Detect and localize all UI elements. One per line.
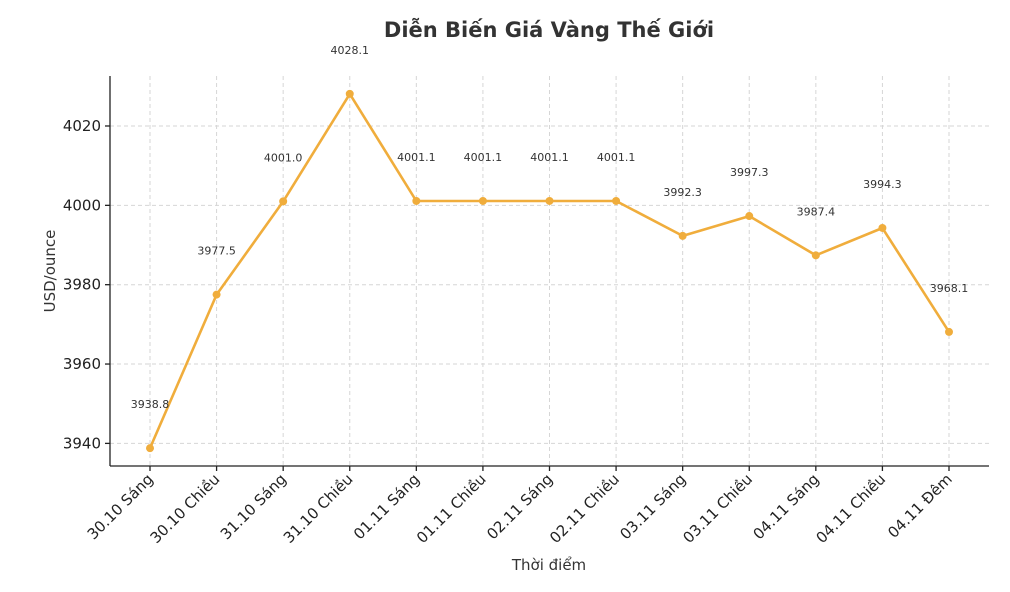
- data-label: 4028.1: [331, 44, 370, 57]
- x-tick-label: 04.11 Đêm: [884, 470, 956, 542]
- x-tick-label: 02.11 Sáng: [483, 470, 556, 543]
- x-tick-label: 01.11 Chiều: [413, 470, 490, 547]
- x-tick-label: 01.11 Sáng: [350, 470, 423, 543]
- data-label: 3938.8: [131, 398, 170, 411]
- y-tick-label: 4000: [63, 196, 101, 214]
- data-labels-layer: 3938.8 3977.5 4001.0 4028.1 4001.1 4001.1 4001…: [131, 44, 969, 411]
- x-tick-label: 04.11 Sáng: [750, 470, 823, 543]
- x-tick-label: 31.10 Chiều: [280, 470, 357, 547]
- grid-layer: [110, 76, 989, 466]
- x-tick-label: 30.10 Chiều: [147, 470, 224, 547]
- data-label: 3977.5: [197, 245, 236, 258]
- data-point: [478, 196, 487, 205]
- data-label: 4001.0: [264, 151, 303, 164]
- data-label: 4001.1: [464, 151, 503, 164]
- data-label: 4001.1: [397, 151, 436, 164]
- data-label: 4001.1: [530, 151, 569, 164]
- data-point: [945, 327, 953, 336]
- x-axis-title: Thời điểm: [511, 556, 586, 574]
- chart-title: Diễn Biến Giá Vàng Thế Giới: [384, 18, 714, 42]
- x-tick-label: 30.10 Sáng: [84, 470, 157, 543]
- data-point: [878, 223, 887, 232]
- data-label: 3992.3: [663, 186, 702, 199]
- data-point: [811, 251, 820, 260]
- x-tick-label: 04.11 Chiều: [812, 470, 889, 547]
- data-point: [745, 212, 754, 221]
- data-point: [212, 290, 221, 299]
- y-tick-label: 4020: [63, 117, 101, 135]
- y-tick-label: 3940: [63, 434, 101, 452]
- data-label: 3997.3: [730, 166, 769, 179]
- series-layer: [146, 89, 953, 453]
- x-tick-label: 03.11 Sáng: [616, 470, 689, 543]
- data-label: 4001.1: [597, 151, 636, 164]
- x-tick-label: 02.11 Chiều: [546, 470, 623, 547]
- data-point: [345, 89, 354, 98]
- y-axis-title: USD/ounce: [41, 230, 59, 313]
- data-point: [279, 197, 288, 206]
- y-tick-label: 3980: [63, 276, 101, 294]
- data-point: [146, 444, 154, 453]
- data-point: [612, 196, 621, 205]
- x-tick-label: 31.10 Sáng: [217, 470, 290, 543]
- data-label: 3994.3: [863, 178, 902, 191]
- data-point: [678, 231, 687, 240]
- x-tick-label: 03.11 Chiều: [679, 470, 756, 547]
- y-tick-label: 3960: [63, 355, 101, 373]
- data-label: 3968.1: [930, 282, 969, 295]
- data-label: 3987.4: [797, 205, 836, 218]
- data-point: [545, 196, 554, 205]
- data-point: [412, 196, 421, 205]
